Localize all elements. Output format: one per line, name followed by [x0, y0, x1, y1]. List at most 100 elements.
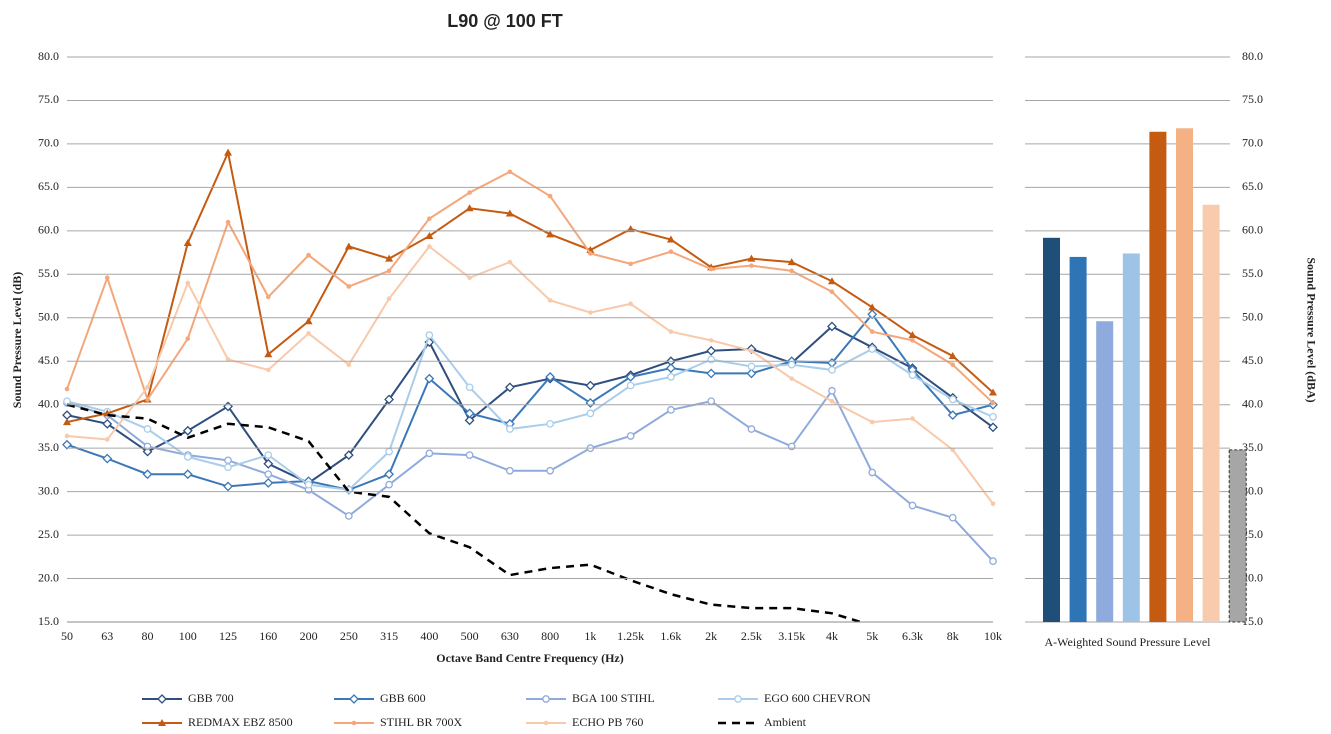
marker [183, 239, 192, 247]
y-tick-label: 65.0 [38, 179, 59, 193]
series-line [66, 149, 994, 424]
marker [185, 280, 191, 286]
marker [504, 382, 515, 393]
marker [385, 480, 393, 489]
marker [869, 329, 875, 334]
marker [224, 148, 233, 156]
marker [789, 376, 794, 381]
y-tick-label: 55.0 [1242, 266, 1263, 280]
marker [908, 371, 917, 379]
legend-label: EGO 600 CHEVRON [764, 691, 871, 705]
marker [64, 433, 70, 439]
marker [505, 209, 514, 217]
marker [950, 362, 956, 368]
marker [266, 294, 271, 300]
series-line [66, 403, 866, 622]
marker [588, 251, 593, 256]
x-tick-label: 6.3k [902, 629, 923, 643]
marker [507, 259, 513, 265]
x-tick-label: 160 [259, 629, 277, 643]
y-tick-label: 40.0 [1242, 396, 1263, 410]
marker [62, 410, 72, 421]
marker [143, 442, 152, 451]
y-tick-label: 30.0 [38, 483, 59, 497]
marker [104, 437, 110, 442]
x-tick-label: 800 [541, 629, 559, 643]
marker [346, 362, 352, 368]
marker [346, 284, 352, 289]
marker [467, 275, 472, 281]
marker [990, 400, 996, 406]
marker [384, 469, 395, 480]
marker [264, 451, 273, 459]
bar [1228, 449, 1247, 623]
marker [749, 263, 754, 268]
marker [668, 249, 674, 255]
marker [707, 397, 716, 406]
legend-marker [734, 695, 742, 703]
y-tick-label: 30.0 [1242, 483, 1263, 497]
marker [828, 386, 836, 395]
marker [588, 310, 593, 315]
marker [385, 447, 393, 456]
marker [425, 232, 434, 240]
legend-label: GBB 700 [188, 691, 234, 705]
marker [142, 469, 153, 480]
marker [667, 406, 675, 414]
x-tick-label: 80 [142, 629, 154, 643]
marker [625, 371, 636, 382]
x-tick-label: 500 [461, 629, 479, 643]
x-tick-label: 630 [501, 629, 519, 643]
marker [910, 416, 915, 421]
marker [506, 425, 514, 433]
x-tick-label: 2k [705, 629, 717, 643]
x-tick-label: 2.5k [741, 629, 762, 643]
marker [386, 268, 392, 274]
marker [908, 501, 917, 510]
marker [224, 456, 232, 465]
marker [988, 422, 998, 433]
marker [827, 321, 837, 332]
marker [989, 413, 997, 421]
marker [787, 442, 796, 451]
marker [266, 367, 271, 373]
y-tick-label: 45.0 [38, 353, 59, 367]
marker [62, 439, 72, 450]
series-line [66, 325, 994, 485]
y-tick-label: 20.0 [1242, 570, 1263, 584]
x-tick-label: 1k [584, 629, 596, 643]
marker [427, 216, 432, 221]
marker [707, 355, 716, 364]
y-tick-label: 75.0 [38, 92, 59, 106]
x-tick-label: 125 [219, 629, 237, 643]
y-tick-label: 75.0 [1242, 92, 1263, 106]
marker [386, 296, 392, 301]
marker [344, 512, 353, 520]
y-tick-label: 65.0 [1242, 179, 1263, 193]
marker [708, 266, 714, 272]
marker [787, 360, 796, 369]
marker [708, 338, 714, 343]
marker [789, 268, 794, 274]
marker [343, 450, 354, 461]
y-tick-label: 40.0 [38, 396, 59, 410]
bar [1202, 204, 1220, 622]
x-tick-label: 200 [300, 629, 318, 643]
marker [223, 481, 233, 492]
marker [225, 357, 231, 362]
y-tick-label: 80.0 [1242, 49, 1263, 63]
chart-title: L90 @ 100 FT [447, 11, 563, 31]
marker [989, 557, 997, 566]
x-tick-label: 10k [984, 629, 1002, 643]
x-tick-label: 250 [340, 629, 358, 643]
marker [827, 277, 836, 285]
marker [304, 480, 313, 489]
bar [1149, 131, 1167, 622]
marker [506, 466, 514, 475]
marker [264, 350, 273, 358]
marker [385, 254, 394, 262]
marker [586, 409, 595, 418]
marker [868, 303, 877, 311]
